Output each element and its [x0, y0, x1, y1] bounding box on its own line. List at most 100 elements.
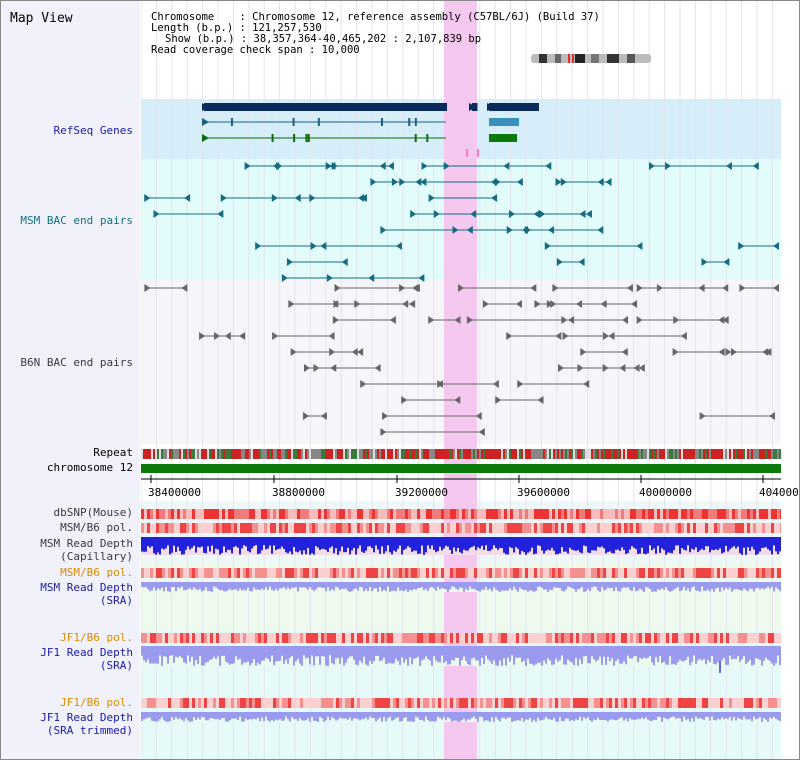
heatmap-cell [144, 509, 147, 519]
repeat-cell [333, 449, 335, 459]
msm-depth-sra-label[interactable]: MSM Read Depth [40, 581, 133, 594]
heatmap-cell [207, 698, 210, 708]
depth-bar [703, 537, 705, 551]
heatmap-cell [534, 698, 537, 708]
repeat-cell [595, 449, 597, 459]
depth-bar [537, 712, 539, 718]
depth-bar [253, 646, 255, 660]
heatmap-cell [288, 568, 291, 578]
depth-bar [583, 582, 585, 592]
heatmap-cell [267, 523, 270, 533]
repeat-cell [609, 449, 611, 459]
heatmap-cell [774, 523, 777, 533]
depth-bar [367, 582, 369, 592]
depth-bar [619, 712, 621, 718]
repeat-label[interactable]: Repeat [93, 446, 133, 459]
heatmap-cell [150, 523, 153, 533]
depth-bar [583, 646, 585, 657]
heatmap-cell [447, 698, 450, 708]
depth-bar [265, 582, 267, 588]
depth-bar [529, 712, 531, 718]
msm-depth-capillary-label[interactable]: MSM Read Depth [40, 537, 133, 550]
bac-end-marker [561, 316, 568, 324]
depth-bar [643, 537, 645, 554]
heatmap-cell [753, 633, 756, 643]
depth-bar [709, 582, 711, 592]
depth-bar [549, 712, 551, 720]
repeat-cell [567, 449, 569, 459]
heatmap-cell [723, 698, 726, 708]
heatmap-cell [642, 523, 645, 533]
depth-bar [309, 582, 311, 588]
heatmap-cell [756, 509, 759, 519]
depth-bar [271, 582, 273, 590]
refseq-genes-label[interactable]: RefSeq Genes [53, 124, 133, 137]
heatmap-cell [771, 509, 774, 519]
repeat-cell [583, 449, 585, 459]
depth-bar [441, 582, 443, 588]
jf1-depth-label[interactable]: JF1 Read Depth [40, 646, 133, 659]
repeat-cell [377, 449, 379, 459]
heatmap-cell [462, 509, 465, 519]
depth-bar [529, 537, 531, 552]
heatmap-cell [708, 509, 711, 519]
depth-bar [759, 712, 761, 718]
depth-bar [561, 712, 563, 722]
jf1-pol-2-label[interactable]: JF1/B6 pol. [60, 696, 133, 709]
jf1-pol-label[interactable]: JF1/B6 pol. [60, 631, 133, 644]
heatmap-cell [762, 568, 765, 578]
heatmap-cell [438, 568, 441, 578]
heatmap-cell [702, 523, 705, 533]
heatmap-cell [405, 568, 408, 578]
heatmap-cell [327, 523, 330, 533]
depth-bar [215, 537, 217, 549]
chromosome-ideogram[interactable] [531, 54, 651, 63]
heatmap-cell [714, 633, 717, 643]
repeat-cell [679, 449, 681, 459]
heatmap-cell [570, 633, 573, 643]
depth-bar [487, 646, 489, 660]
depth-bar [749, 712, 751, 720]
depth-bar [649, 582, 651, 590]
heatmap-cell [534, 633, 537, 643]
depth-bar [329, 582, 331, 591]
heatmap-cell [705, 568, 708, 578]
depth-bar [635, 537, 637, 550]
b6n-bac-label[interactable]: B6N BAC end pairs [20, 356, 133, 369]
depth-bar [351, 712, 353, 721]
depth-bar [551, 537, 553, 548]
bac-end-marker [402, 300, 409, 308]
msm-pol-sra-label[interactable]: MSM/B6 pol. [60, 566, 133, 579]
heatmap-cell [258, 523, 261, 533]
dbsnp-label[interactable]: dbSNP(Mouse) [53, 506, 133, 519]
heatmap-cell [390, 568, 393, 578]
bac-end-marker [605, 178, 612, 186]
heatmap-cell [144, 698, 147, 708]
heatmap-cell [633, 509, 636, 519]
msm-pol-label[interactable]: MSM/B6 pol. [60, 521, 133, 534]
jf1-depth-trimmed-label[interactable]: JF1 Read Depth [40, 711, 133, 724]
heatmap-cell [234, 523, 237, 533]
bac-end-marker [454, 396, 461, 404]
depth-bar [733, 646, 735, 659]
heatmap-cell [222, 523, 225, 533]
depth-bar [619, 537, 621, 551]
depth-bar [707, 537, 709, 547]
depth-bar [571, 537, 573, 550]
depth-bar [171, 646, 173, 656]
heatmap-cell [444, 633, 447, 643]
track-canvas[interactable] [141, 1, 781, 759]
depth-bar [303, 537, 305, 551]
heatmap-cell [387, 633, 390, 643]
heatmap-cell [330, 523, 333, 533]
depth-bar [145, 712, 147, 719]
heatmap-cell [447, 633, 450, 643]
depth-bar [509, 712, 511, 718]
gene-exon [528, 103, 531, 111]
heatmap-cell [618, 509, 621, 519]
heatmap-cell [579, 698, 582, 708]
msm-bac-label[interactable]: MSM BAC end pairs [20, 214, 133, 227]
depth-bar [777, 646, 779, 656]
depth-bar [239, 712, 241, 717]
depth-bar [193, 646, 195, 666]
